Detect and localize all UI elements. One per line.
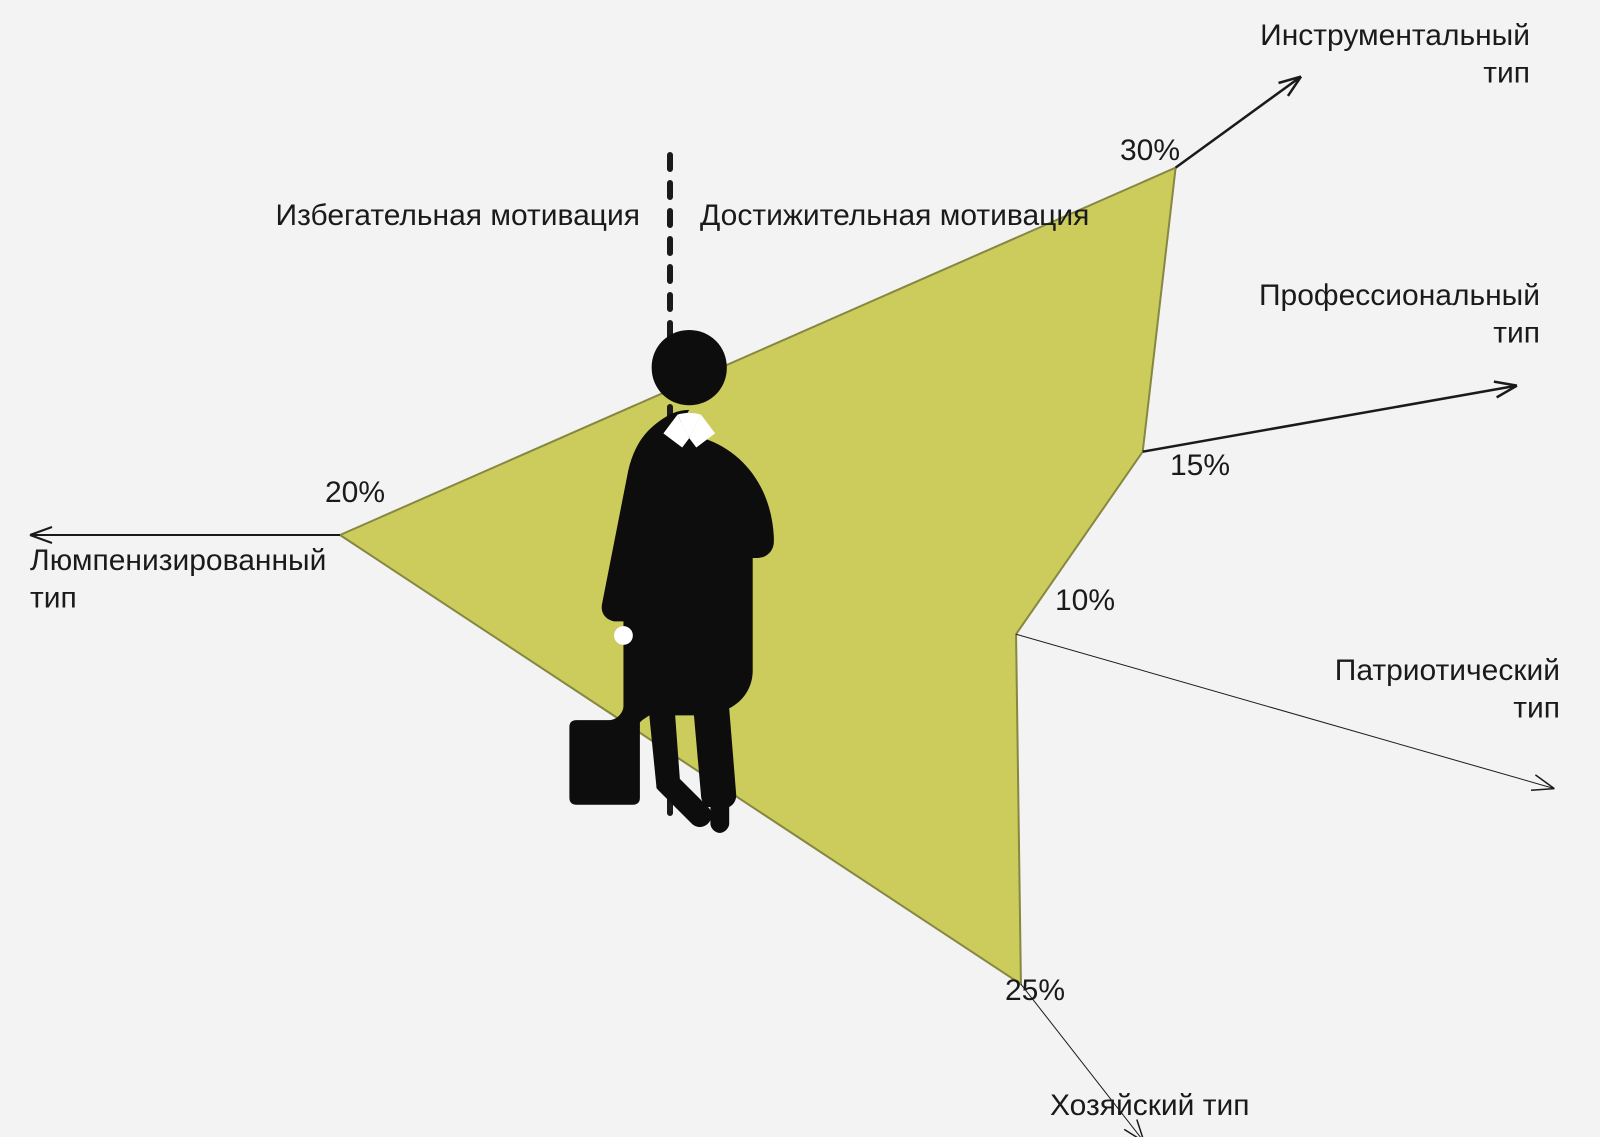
pct-instrumental: 30% [1120,134,1180,167]
pct-lumpen: 20% [325,476,385,509]
header-achievement: Достижительная мотивация [700,199,1089,232]
pct-master: 25% [1005,974,1065,1007]
axis-label-master: Хозяйский тип [1050,1089,1250,1122]
pct-patriotic: 10% [1055,584,1115,617]
pct-professional: 15% [1170,449,1230,482]
header-avoidance: Избегательная мотивация [276,199,641,232]
